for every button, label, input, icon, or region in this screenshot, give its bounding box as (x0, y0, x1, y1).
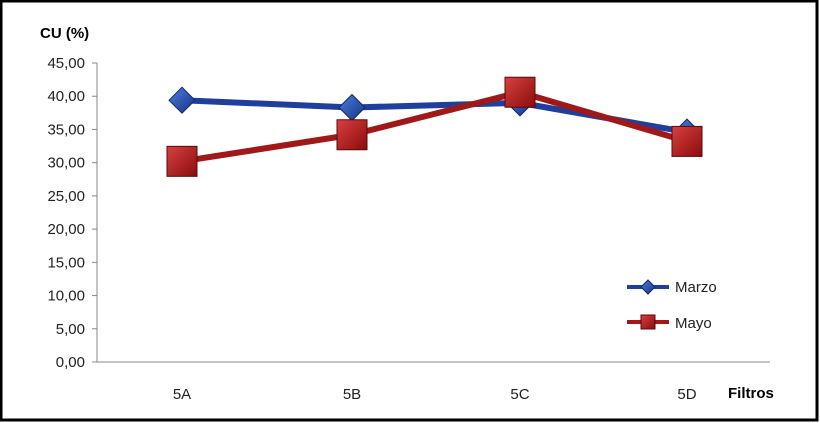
y-tick-label: 10,00 (47, 288, 85, 305)
x-tick-label: 5B (343, 386, 361, 403)
data-point-mayo-5d (671, 125, 703, 157)
y-ticks: 0,00 5,00 10,00 15,00 20,00 25,00 30,00 35,00 40… (47, 55, 97, 371)
data-point-mayo-5c (504, 76, 536, 108)
legend-item-mayo: Mayo (627, 314, 712, 332)
y-axis-title: CU (%) (40, 25, 89, 42)
y-tick-label: 30,00 (47, 155, 85, 172)
y-tick-label: 35,00 (47, 121, 85, 138)
x-axis-title: Filtros (728, 385, 774, 402)
legend-marker-marzo (640, 279, 656, 295)
y-tick-label: 0,00 (56, 354, 85, 371)
legend-label-mayo: Mayo (675, 315, 712, 332)
series-mayo (166, 76, 703, 177)
legend: Marzo Mayo (627, 279, 717, 332)
y-tick-label: 45,00 (47, 55, 85, 72)
y-tick-label: 5,00 (56, 321, 85, 338)
legend-item-marzo: Marzo (627, 279, 717, 296)
y-tick-label: 25,00 (47, 188, 85, 205)
x-tick-label: 5A (173, 386, 191, 403)
data-point-mayo-5a (166, 145, 198, 177)
x-tick-label: 5D (677, 386, 696, 403)
legend-marker-mayo (640, 314, 656, 330)
y-tick-label: 40,00 (47, 88, 85, 105)
data-point-marzo-5a (168, 86, 196, 114)
y-tick-label: 20,00 (47, 221, 85, 238)
x-ticks: 5A 5B 5C 5D (173, 386, 697, 403)
series-layer (166, 76, 703, 177)
y-tick-label: 15,00 (47, 254, 85, 271)
legend-label-marzo: Marzo (675, 279, 717, 296)
data-point-mayo-5b (336, 119, 368, 151)
x-tick-label: 5C (510, 386, 529, 403)
series-line-mayo (181, 89, 688, 165)
